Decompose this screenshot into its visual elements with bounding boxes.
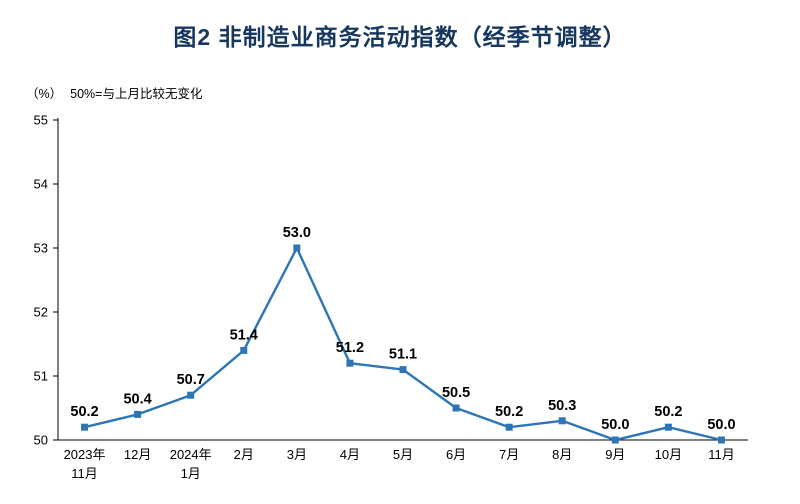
data-point-marker (293, 244, 301, 252)
x-axis-label: 5月 (393, 447, 413, 462)
data-point-marker (717, 436, 725, 444)
data-point-label: 51.1 (389, 347, 417, 363)
x-axis-label: 11月 (708, 447, 735, 462)
x-axis-label: 10月 (655, 447, 682, 462)
x-axis-label: 8月 (552, 447, 572, 462)
data-point-marker (505, 423, 513, 431)
data-point-label: 53.0 (283, 225, 311, 241)
data-point-marker (81, 423, 89, 431)
y-tick-label: 51 (34, 369, 48, 384)
data-point-label: 50.5 (442, 385, 470, 401)
x-axis-label: 9月 (605, 447, 625, 462)
x-axis-label: 7月 (499, 447, 519, 462)
data-point-marker (611, 436, 619, 444)
y-tick-label: 54 (34, 177, 48, 192)
y-axis-unit-label: （%） (26, 87, 63, 101)
x-axis-label: 6月 (446, 447, 466, 462)
y-tick-label: 52 (34, 305, 48, 320)
data-point-label: 50.7 (177, 372, 205, 388)
x-axis-label: 1月 (181, 466, 201, 481)
line-chart: 50 51 52 53 54 55 2023年 11月 12月 2024年 1月 2月 3月 4月 5月 6月… (34, 113, 748, 481)
data-point-marker (346, 359, 354, 367)
data-point-marker (399, 366, 407, 374)
data-point-label: 50.4 (123, 391, 151, 407)
baseline-note: 50%=与上月比较无变化 (70, 87, 203, 101)
series-line (83, 246, 723, 442)
x-axis-label: 4月 (340, 447, 360, 462)
data-point-marker (134, 410, 142, 418)
x-axis-label: 2月 (234, 447, 254, 462)
y-tick-label: 50 (34, 433, 48, 448)
data-point-marker (664, 423, 672, 431)
data-point-label: 50.2 (654, 404, 682, 420)
data-point-label: 50.0 (601, 417, 629, 433)
data-point-marker (187, 391, 195, 399)
x-axis-label: 3月 (287, 447, 307, 462)
data-point-marker (558, 417, 566, 425)
data-point-label: 50.2 (495, 404, 523, 420)
chart-title: 图2 非制造业商务活动指数（经季节调整） (173, 24, 627, 50)
data-point-label: 51.2 (336, 340, 364, 356)
x-axis-label: 11月 (71, 466, 98, 481)
data-point-marker (452, 404, 460, 412)
axis-note-row: （%） 50%=与上月比较无变化 (26, 83, 202, 102)
data-point-label: 50.3 (548, 398, 576, 414)
y-tick-label: 55 (34, 113, 48, 128)
x-axis-label: 2023年 (64, 447, 106, 462)
y-tick-label: 53 (34, 241, 48, 256)
data-point-label: 50.0 (707, 417, 735, 433)
data-point-marker (240, 346, 248, 354)
x-axis-label: 12月 (124, 447, 151, 462)
x-axis-label: 2024年 (170, 447, 212, 462)
data-point-label: 50.2 (70, 404, 98, 420)
data-point-label: 51.4 (230, 327, 258, 343)
